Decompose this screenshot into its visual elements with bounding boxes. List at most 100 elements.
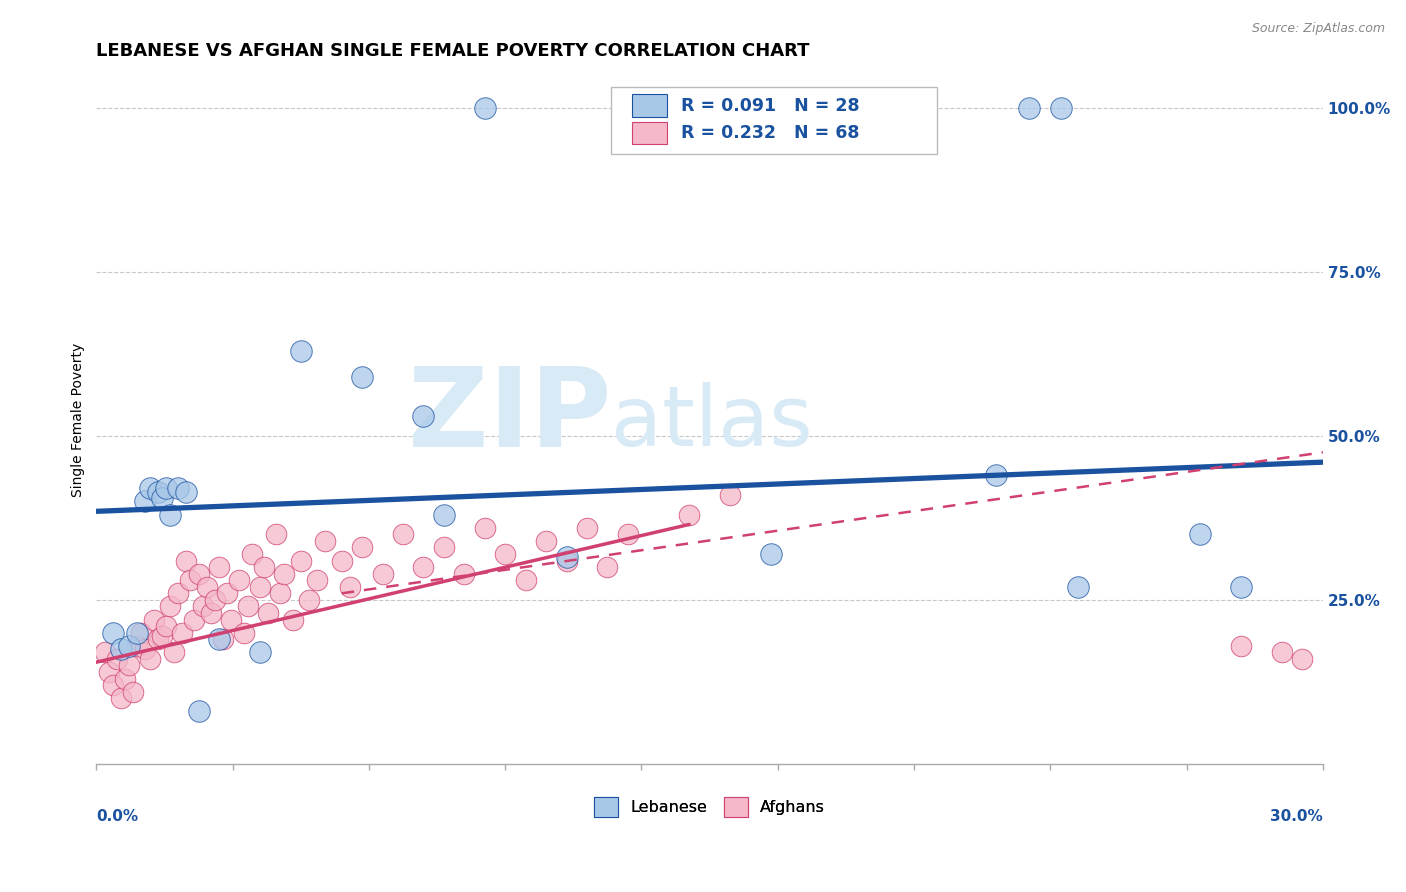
Point	[236, 599, 259, 614]
Point	[257, 606, 280, 620]
Point	[97, 665, 120, 679]
Point	[330, 553, 353, 567]
Point	[127, 625, 149, 640]
Point	[1230, 580, 1253, 594]
Point	[176, 553, 198, 567]
Point	[298, 593, 321, 607]
Point	[412, 560, 434, 574]
Point	[195, 580, 218, 594]
Point	[172, 625, 194, 640]
Point	[575, 521, 598, 535]
Bar	[633, 121, 666, 145]
Point	[412, 409, 434, 424]
Point	[127, 639, 149, 653]
Text: Source: ZipAtlas.com: Source: ZipAtlas.com	[1251, 22, 1385, 36]
Point	[93, 645, 115, 659]
FancyBboxPatch shape	[612, 87, 936, 154]
Bar	[633, 95, 666, 117]
Point	[219, 613, 242, 627]
Point	[273, 566, 295, 581]
Point	[718, 488, 741, 502]
Point	[474, 101, 496, 115]
Point	[191, 599, 214, 614]
Point	[155, 619, 177, 633]
Point	[131, 625, 153, 640]
Point	[699, 101, 721, 115]
Point	[249, 645, 271, 659]
Text: ZIP: ZIP	[408, 362, 612, 469]
Point	[290, 343, 312, 358]
Point	[110, 642, 132, 657]
Point	[167, 586, 190, 600]
Point	[269, 586, 291, 600]
Point	[101, 678, 124, 692]
Point	[352, 370, 374, 384]
Point	[101, 625, 124, 640]
Point	[1050, 101, 1073, 115]
Point	[200, 606, 222, 620]
Point	[249, 580, 271, 594]
Point	[371, 566, 394, 581]
Point	[1066, 580, 1088, 594]
Text: R = 0.232   N = 68: R = 0.232 N = 68	[682, 124, 860, 142]
Point	[118, 658, 141, 673]
Point	[134, 642, 156, 657]
Point	[187, 704, 209, 718]
Point	[183, 613, 205, 627]
Point	[110, 691, 132, 706]
Point	[290, 553, 312, 567]
Point	[208, 632, 231, 647]
Point	[228, 573, 250, 587]
Point	[494, 547, 516, 561]
Legend: Lebanese, Afghans: Lebanese, Afghans	[586, 789, 834, 825]
Point	[984, 468, 1007, 483]
Point	[155, 482, 177, 496]
Point	[352, 541, 374, 555]
Point	[1271, 645, 1294, 659]
Y-axis label: Single Female Poverty: Single Female Poverty	[72, 343, 86, 497]
Point	[433, 541, 456, 555]
Point	[314, 533, 336, 548]
Text: 30.0%: 30.0%	[1270, 808, 1323, 823]
Point	[187, 566, 209, 581]
Point	[903, 101, 925, 115]
Point	[146, 484, 169, 499]
Text: 0.0%: 0.0%	[97, 808, 138, 823]
Point	[240, 547, 263, 561]
Text: atlas: atlas	[612, 383, 813, 464]
Point	[208, 560, 231, 574]
Point	[122, 684, 145, 698]
Text: LEBANESE VS AFGHAN SINGLE FEMALE POVERTY CORRELATION CHART: LEBANESE VS AFGHAN SINGLE FEMALE POVERTY…	[97, 42, 810, 60]
Point	[555, 553, 578, 567]
Point	[433, 508, 456, 522]
Point	[281, 613, 304, 627]
Point	[1230, 639, 1253, 653]
Point	[253, 560, 276, 574]
Point	[217, 586, 239, 600]
Point	[534, 533, 557, 548]
Point	[150, 491, 173, 506]
Point	[678, 508, 700, 522]
Point	[596, 560, 619, 574]
Point	[339, 580, 361, 594]
Point	[474, 521, 496, 535]
Point	[150, 629, 173, 643]
Point	[138, 652, 160, 666]
Point	[307, 573, 329, 587]
Point	[105, 652, 128, 666]
Point	[232, 625, 254, 640]
Point	[163, 645, 186, 659]
Point	[740, 101, 762, 115]
Point	[392, 527, 415, 541]
Point	[204, 593, 226, 607]
Point	[138, 482, 160, 496]
Point	[134, 494, 156, 508]
Text: R = 0.091   N = 28: R = 0.091 N = 28	[682, 96, 860, 114]
Point	[515, 573, 537, 587]
Point	[118, 639, 141, 653]
Point	[114, 672, 136, 686]
Point	[264, 527, 287, 541]
Point	[176, 484, 198, 499]
Point	[167, 482, 190, 496]
Point	[1189, 527, 1212, 541]
